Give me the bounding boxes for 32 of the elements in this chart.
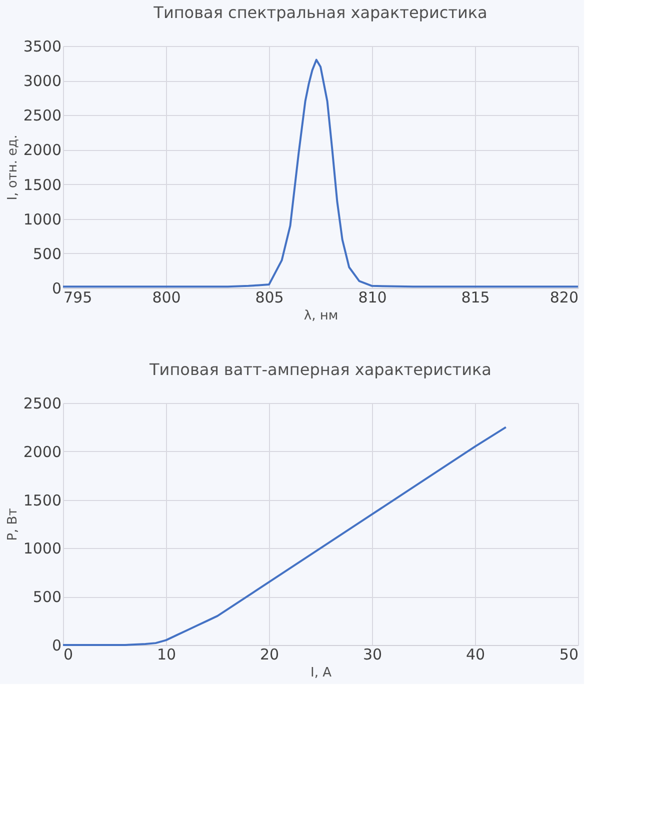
y-axis-title: I, отн. ед. xyxy=(5,134,20,200)
y-tick-label: 2000 xyxy=(23,442,62,461)
y-tick-label: 2500 xyxy=(23,394,62,412)
x-tick-label: 810 xyxy=(358,288,387,306)
x-axis-title: I, А xyxy=(310,666,332,680)
y-tick-label: 1500 xyxy=(23,176,62,194)
x-tick-label: 30 xyxy=(362,646,382,664)
x-tick-label: 10 xyxy=(156,646,176,664)
x-tick-label: 815 xyxy=(461,288,490,306)
y-tick-label: 2000 xyxy=(23,141,62,160)
x-tick-label: 795 xyxy=(64,288,92,306)
y-tick-label: 3500 xyxy=(23,38,62,56)
y-tick-label: 1500 xyxy=(23,491,62,510)
x-tick-label: 20 xyxy=(260,646,280,664)
x-tick-label: 800 xyxy=(152,288,181,306)
y-axis-title: P, Вт xyxy=(5,508,20,541)
x-tick-label: 820 xyxy=(550,288,578,306)
y-tick-label: 1000 xyxy=(23,540,62,558)
y-tick-label: 3000 xyxy=(23,72,62,90)
chart-title: Типовая ватт-амперная характеристика xyxy=(148,360,492,379)
x-tick-label: 40 xyxy=(466,646,486,664)
line-series xyxy=(62,58,579,288)
x-tick-label: 0 xyxy=(64,646,74,664)
line-series xyxy=(62,426,507,646)
y-tick-label: 500 xyxy=(32,588,62,606)
chart-title: Типовая спектральная характеристика xyxy=(152,3,488,22)
y-tick-label: 500 xyxy=(32,244,62,263)
x-tick-label: 805 xyxy=(255,288,284,306)
y-tick-label: 1000 xyxy=(23,210,62,228)
y-tick-label: 2500 xyxy=(23,106,62,125)
x-axis-title: λ, нм xyxy=(304,308,338,324)
x-tick-label: 50 xyxy=(559,646,578,664)
